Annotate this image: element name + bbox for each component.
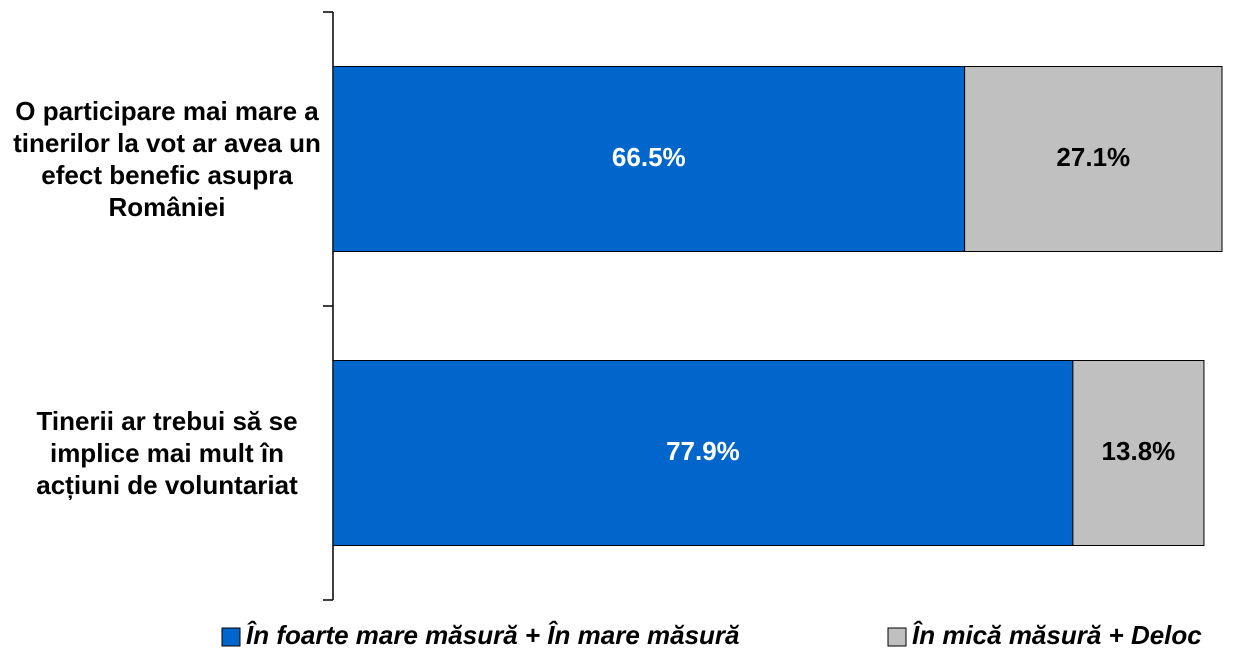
data-label: 77.9% [666, 436, 740, 466]
data-label: 66.5% [612, 142, 686, 172]
category-label: Tinerii ar trebui să se implice mai mult… [36, 406, 298, 500]
data-label: 27.1% [1056, 142, 1130, 172]
bar-segment [332, 66, 966, 252]
bar-segment [964, 66, 1223, 252]
category-label: O participare mai mare a tinerilor la vo… [13, 96, 321, 222]
legend-label: În mică măsură + Deloc [912, 620, 1202, 650]
bar-segment [1072, 360, 1205, 546]
bar-segment [332, 360, 1074, 546]
legend-label: În foarte mare măsură + În mare măsură [246, 620, 740, 650]
data-label: 13.8% [1102, 436, 1176, 466]
legend-swatch [221, 627, 241, 647]
legend-swatch [887, 627, 907, 647]
